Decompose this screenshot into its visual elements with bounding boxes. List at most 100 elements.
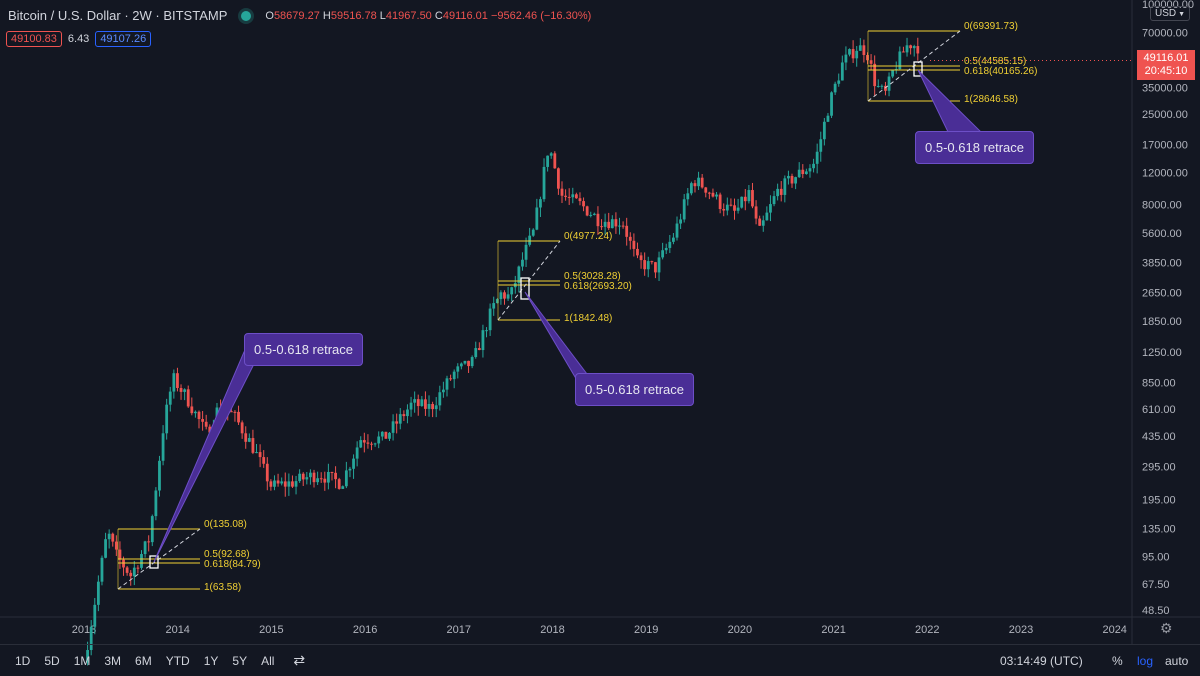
candle-body [912, 46, 916, 49]
candle-body [503, 292, 506, 299]
candle-body [826, 115, 830, 122]
y-tick-label: 25000.00 [1142, 109, 1188, 121]
candle-body [600, 226, 603, 228]
candle-body [452, 371, 456, 380]
candle-body [474, 348, 478, 358]
candle-body [161, 433, 165, 461]
range-6m[interactable]: 6M [135, 653, 152, 668]
currency-select[interactable]: USD ▼ [1150, 6, 1191, 21]
symbol-title[interactable]: Bitcoin / U.S. Dollar · 2W · BITSTAMP [8, 8, 228, 23]
candle-body [539, 199, 542, 208]
callout-2013[interactable]: 0.5-0.618 retrace [244, 333, 364, 366]
candle-body [596, 213, 600, 227]
candle-body [326, 471, 330, 483]
candle-body [168, 391, 172, 405]
ohlc-values: O58679.27 H59516.78 L41967.50 C49116.01 … [265, 9, 592, 22]
candle-body [240, 422, 244, 434]
candle-body [822, 121, 826, 140]
candle-body [233, 411, 237, 413]
candle-body [456, 366, 460, 372]
candle-body [715, 194, 718, 197]
gear-icon[interactable]: ⚙ [1160, 620, 1173, 636]
candle-body [125, 567, 129, 573]
percent-scale-toggle[interactable]: % [1112, 653, 1123, 668]
candle-body [578, 198, 582, 202]
candle-body [909, 45, 913, 49]
candle-body [837, 80, 841, 84]
range-1y[interactable]: 1Y [203, 653, 219, 668]
candle-body [657, 257, 661, 273]
candle-body [395, 421, 399, 424]
candle-body [718, 194, 722, 209]
candle-body [557, 168, 560, 189]
callout-2021[interactable]: 0.5-0.618 retrace [915, 131, 1035, 164]
candle-body [319, 478, 323, 480]
candle-body [420, 399, 424, 407]
range-3m[interactable]: 3M [104, 653, 122, 668]
sell-price-button[interactable]: 49100.83 [6, 31, 62, 47]
candle-body [571, 194, 575, 198]
candle-body [672, 237, 675, 242]
y-tick-label: 95.00 [1142, 552, 1170, 564]
range-1d[interactable]: 1D [15, 653, 31, 668]
candle-body [733, 205, 736, 211]
range-5y[interactable]: 5Y [232, 653, 248, 668]
candle-body [194, 411, 197, 414]
calendar-range-icon[interactable]: ⇄ [293, 652, 306, 668]
candle-body [531, 229, 535, 236]
y-tick-label: 850.00 [1142, 378, 1176, 390]
candle-body [122, 559, 125, 568]
candle-body [779, 188, 783, 195]
x-tick-label: 2020 [728, 624, 752, 636]
y-tick-label: 195.00 [1142, 495, 1176, 507]
fib-2013-level-label: 0.5(92.68) [204, 549, 250, 560]
candle-body [463, 360, 467, 364]
candle-body [553, 153, 557, 169]
candle-body [334, 472, 337, 480]
candle-body [582, 201, 585, 207]
callout-2017[interactable]: 0.5-0.618 retrace [575, 373, 695, 406]
candle-body [848, 49, 851, 55]
candle-body [833, 83, 837, 93]
candle-body [352, 458, 355, 469]
candle-body [697, 177, 700, 187]
candle-body [402, 414, 406, 417]
y-tick-label: 17000.00 [1142, 140, 1188, 152]
candle-body [528, 235, 532, 245]
candle-body [186, 389, 190, 407]
candle-body [682, 199, 686, 220]
utc-clock[interactable]: 03:14:49 (UTC) [1000, 653, 1083, 668]
candle-body [370, 443, 373, 445]
candle-body [129, 572, 133, 577]
bottom-toolbar: 1D 5D 1M 3M 6M YTD 1Y 5Y All ⇄ 03:14:49 … [0, 644, 1200, 676]
candle-body [521, 259, 524, 267]
x-tick-label: 2017 [447, 624, 471, 636]
candle-body [743, 196, 747, 202]
candle-body [869, 60, 873, 64]
range-all[interactable]: All [261, 653, 275, 668]
y-tick-label: 8000.00 [1142, 200, 1182, 212]
candle-body [434, 405, 438, 410]
symbol-header[interactable]: Bitcoin / U.S. Dollar · 2W · BITSTAMP O5… [8, 8, 591, 23]
log-scale-toggle[interactable]: log [1137, 653, 1154, 668]
candle-body [844, 54, 848, 63]
auto-scale-toggle[interactable]: auto [1165, 653, 1189, 668]
candle-body [654, 262, 657, 273]
candle-body [618, 225, 621, 227]
y-tick-label: 295.00 [1142, 462, 1176, 474]
range-ytd[interactable]: YTD [165, 653, 190, 668]
candle-body [348, 468, 352, 471]
fib-2013-level-label: 1(63.58) [204, 582, 241, 593]
candle-body [406, 409, 409, 417]
candle-body [650, 261, 654, 263]
fib-2021-level-label: 0.618(40165.26) [964, 66, 1037, 77]
buy-price-button[interactable]: 49107.26 [95, 31, 152, 47]
range-1m[interactable]: 1M [73, 653, 91, 668]
range-5d[interactable]: 5D [44, 653, 60, 668]
x-tick-label: 2023 [1009, 624, 1033, 636]
candle-body [344, 470, 348, 487]
candle-body [362, 440, 366, 443]
x-tick-label: 2015 [259, 624, 283, 636]
y-tick-label: 70000.00 [1142, 27, 1188, 39]
